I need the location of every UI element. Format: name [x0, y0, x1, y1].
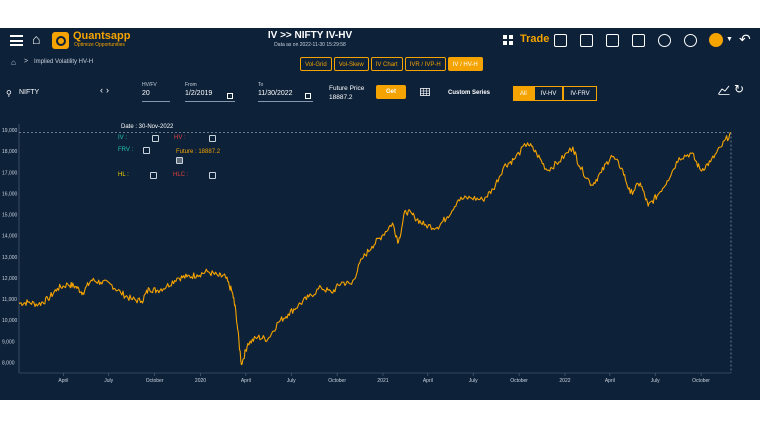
top-header: ⌂ Quantsapp Optimize Opportunities IV >>…	[0, 28, 760, 54]
y-tick-label: 19,000	[2, 128, 18, 134]
breadcrumb-home-icon[interactable]: ⌂	[11, 58, 16, 67]
chevron-down-icon[interactable]: ▼	[726, 36, 733, 43]
app-window: ⌂ Quantsapp Optimize Opportunities IV >>…	[0, 28, 760, 400]
hlc-checkbox[interactable]	[209, 172, 216, 179]
future-price-value: 18887.2	[329, 94, 353, 101]
tab-bar: Vol-Grid Vol-Skew IV Chart IVR / IVP-H I…	[300, 57, 485, 71]
x-axis: April July October 2020 April July October 2021…	[19, 372, 731, 384]
series-iv-frv-button[interactable]: IV-FRV	[563, 86, 597, 101]
get-button[interactable]: Get	[376, 85, 406, 99]
video-icon[interactable]	[606, 34, 619, 47]
future-price-label: Future Price	[329, 85, 365, 92]
tooltip-hl-label: HL :	[118, 172, 129, 178]
x-tick-label: April	[58, 378, 68, 384]
tooltip-hv-label: HV :	[174, 135, 186, 141]
brand-tagline: Optimize Opportunities	[74, 42, 125, 48]
series-toggle: All IV-HV IV-FRV	[513, 86, 597, 101]
iv-checkbox[interactable]	[152, 135, 159, 142]
from-label: From	[185, 82, 197, 88]
logo-icon	[52, 32, 69, 49]
x-tick-label: July	[651, 378, 660, 384]
trend-chart-icon[interactable]	[718, 85, 730, 95]
share-icon[interactable]	[684, 34, 697, 47]
page-title: IV >> NIFTY IV-HV	[267, 30, 353, 41]
x-tick-label: 2022	[559, 378, 570, 384]
tooltip-hlc-label: HLC :	[173, 172, 189, 178]
home-icon[interactable]: ⌂	[32, 31, 41, 47]
x-tick-label: 2021	[377, 378, 388, 384]
series-all-button[interactable]: All	[513, 86, 534, 101]
x-tick-label: 2020	[195, 378, 206, 384]
x-tick-label: October	[510, 378, 528, 384]
x-tick-label: April	[605, 378, 615, 384]
tooltip-future-label: Future : 18887.2	[176, 149, 221, 155]
custom-series-label: Custom Series	[448, 90, 491, 96]
tooltip-iv-label: IV :	[118, 135, 128, 141]
tab-vol-skew[interactable]: Vol-Skew	[333, 57, 369, 71]
back-icon[interactable]: ↶	[739, 31, 751, 47]
y-tick-label: 10,000	[2, 318, 18, 324]
y-tick-label: 15,000	[2, 213, 18, 219]
basket-icon[interactable]	[658, 34, 671, 47]
x-tick-label: July	[469, 378, 478, 384]
tooltip-frv-label: FRV :	[118, 147, 134, 153]
from-date-field[interactable]: 1/2/2019	[185, 90, 235, 102]
y-tick-label: 9,000	[2, 339, 15, 345]
trade-button[interactable]: Trade	[520, 33, 550, 45]
nifty-future-chart: 8,000 9,000 10,000 11,000 12,000 13,000 14,000…	[2, 124, 732, 384]
future-checkbox[interactable]	[176, 157, 183, 164]
avatar[interactable]	[709, 33, 723, 47]
symbol-input[interactable]: NIFTY	[19, 89, 40, 96]
brand-name: Quantsapp	[73, 30, 131, 42]
series-iv-hv-button[interactable]: IV-HV	[533, 86, 564, 101]
y-tick-label: 8,000	[2, 360, 15, 366]
y-tick-label: 14,000	[2, 234, 18, 240]
x-tick-label: October	[146, 378, 164, 384]
future-price-line	[18, 132, 732, 366]
window-icon[interactable]	[554, 34, 567, 47]
hl-checkbox[interactable]	[150, 172, 157, 179]
x-tick-label: October	[328, 378, 346, 384]
y-tick-label: 13,000	[2, 255, 18, 261]
y-tick-label: 18,000	[2, 149, 18, 155]
to-label: To	[258, 82, 264, 88]
y-tick-label: 12,000	[2, 276, 18, 282]
table-icon[interactable]	[420, 88, 430, 96]
tab-vol-grid[interactable]: Vol-Grid	[300, 57, 332, 71]
x-tick-label: April	[241, 378, 251, 384]
tooltip-date: Date : 30-Nov-2022	[121, 124, 174, 130]
refresh-icon[interactable]: ↻	[734, 82, 745, 96]
breadcrumb: Implied Volatility HV-H	[34, 59, 94, 65]
chevron-right-icon: >	[24, 58, 29, 65]
edit-icon[interactable]	[580, 34, 593, 47]
x-tick-label: July	[287, 378, 296, 384]
x-tick-label: October	[692, 378, 710, 384]
y-axis: 8,000 9,000 10,000 11,000 12,000 13,000 14,000…	[2, 124, 20, 373]
y-tick-label: 16,000	[2, 191, 18, 197]
x-tick-label: April	[423, 378, 433, 384]
calendar-icon[interactable]	[227, 93, 233, 99]
y-tick-label: 17,000	[2, 170, 18, 176]
tab-ivr-ivp-h[interactable]: IVR / IVP-H	[404, 57, 446, 71]
frv-checkbox[interactable]	[143, 147, 150, 154]
chart-series	[18, 132, 732, 373]
menu-icon[interactable]	[10, 35, 23, 46]
layout-icon[interactable]	[632, 34, 645, 47]
hv-checkbox[interactable]	[209, 135, 216, 142]
data-timestamp: Data as on 2022-11-30 15:29:58	[274, 42, 346, 48]
symbol-nav-arrows[interactable]: ‹›	[100, 85, 112, 95]
y-tick-label: 11,000	[2, 297, 17, 303]
calendar-icon[interactable]	[305, 93, 311, 99]
hviv-label: HV/FV	[142, 82, 157, 88]
search-icon[interactable]: ⚲	[6, 89, 12, 98]
trade-grid-icon[interactable]	[503, 35, 513, 45]
hviv-field[interactable]: 20	[142, 90, 170, 102]
x-tick-label: July	[104, 378, 113, 384]
to-date-field[interactable]: 11/30/2022	[258, 90, 313, 102]
tab-iv-chart[interactable]: IV Chart	[370, 57, 403, 71]
tab-iv-hv-h[interactable]: IV / HV-H	[447, 57, 483, 71]
